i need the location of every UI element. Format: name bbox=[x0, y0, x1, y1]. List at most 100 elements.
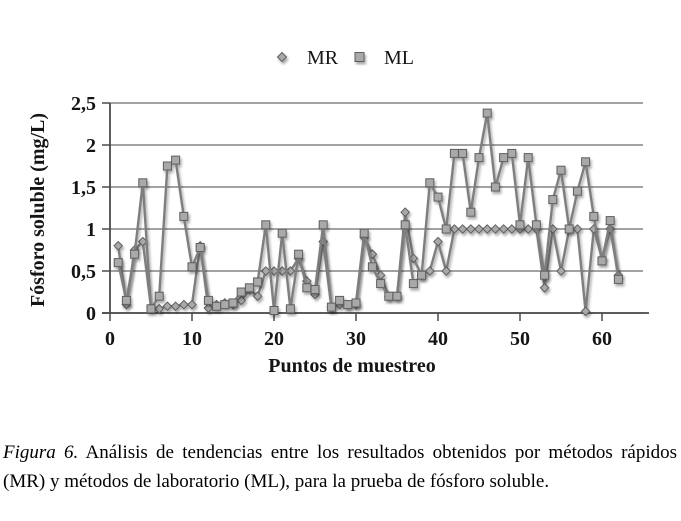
y-tick-label: 2 bbox=[86, 135, 96, 157]
square-marker bbox=[326, 302, 336, 312]
diamond-marker bbox=[187, 299, 197, 310]
square-marker bbox=[433, 192, 443, 202]
square-marker bbox=[236, 287, 246, 297]
figure-chart: 0 0,5 1 1,5 2 2,5 0 10 20 30 40 50 60 MR ML Fósforo … bbox=[27, 47, 649, 377]
square-marker bbox=[507, 148, 517, 158]
square-marker bbox=[499, 153, 509, 163]
square-marker bbox=[146, 304, 156, 314]
square-marker bbox=[376, 279, 386, 289]
square-marker bbox=[425, 178, 435, 188]
data-series bbox=[113, 108, 624, 317]
square-marker bbox=[564, 224, 574, 234]
diamond-marker bbox=[498, 224, 509, 234]
diamond-marker bbox=[457, 224, 468, 234]
diamond-marker bbox=[506, 224, 517, 234]
square-marker bbox=[523, 153, 533, 163]
diamond-marker bbox=[162, 301, 173, 312]
caption-text: Análisis de tendencias entre los resulta… bbox=[3, 442, 678, 492]
square-marker bbox=[302, 283, 312, 293]
diamond-marker bbox=[236, 295, 247, 306]
square-marker bbox=[572, 186, 582, 196]
square-marker bbox=[318, 220, 328, 230]
legend-item-ml: ML bbox=[340, 47, 414, 69]
diamond-marker bbox=[203, 303, 214, 313]
square-marker bbox=[228, 298, 238, 308]
diamond-marker bbox=[441, 266, 452, 276]
square-marker bbox=[162, 161, 172, 171]
square-marker bbox=[548, 195, 558, 205]
diamond-marker bbox=[424, 266, 435, 276]
diamond-marker bbox=[490, 224, 501, 234]
diamond-marker bbox=[285, 266, 296, 276]
square-marker bbox=[458, 148, 468, 158]
diamond-marker bbox=[482, 224, 493, 234]
square-marker bbox=[171, 155, 181, 165]
diamond-marker bbox=[580, 306, 591, 317]
square-marker bbox=[294, 249, 304, 259]
diamond-marker bbox=[449, 224, 460, 234]
square-marker bbox=[540, 270, 550, 280]
square-marker bbox=[515, 220, 525, 230]
square-marker bbox=[261, 220, 271, 230]
square-marker bbox=[195, 242, 205, 252]
square-marker bbox=[384, 291, 394, 301]
square-marker bbox=[417, 270, 427, 280]
square-marker bbox=[482, 108, 492, 118]
square-marker bbox=[589, 211, 599, 221]
y-axis-title: Fósforo soluble (mg/L) bbox=[27, 113, 49, 307]
x-tick-label: 20 bbox=[264, 328, 284, 350]
square-marker bbox=[335, 295, 345, 305]
axes bbox=[102, 102, 649, 321]
square-marker bbox=[556, 165, 566, 175]
y-tick-label: 1 bbox=[86, 219, 96, 241]
square-marker bbox=[531, 220, 541, 230]
square-marker bbox=[154, 291, 164, 301]
diamond-marker bbox=[572, 224, 583, 234]
diamond-marker bbox=[154, 303, 165, 314]
square-marker bbox=[343, 300, 353, 310]
diamond-marker bbox=[400, 207, 411, 218]
legend-item-mr: MR bbox=[263, 47, 339, 69]
y-tick-label: 2,5 bbox=[71, 93, 96, 115]
diamond-marker bbox=[433, 236, 443, 247]
square-marker bbox=[367, 262, 377, 272]
x-tick-label: 40 bbox=[428, 328, 448, 350]
figure-caption: Figura 6. Análisis de tendencias entre l… bbox=[3, 439, 677, 496]
x-tick-label: 60 bbox=[592, 328, 612, 350]
square-marker bbox=[441, 224, 451, 234]
square-marker bbox=[179, 211, 189, 221]
diamond-marker bbox=[170, 301, 181, 312]
square-marker bbox=[490, 182, 500, 192]
diamond-marker bbox=[113, 240, 124, 251]
square-marker bbox=[310, 284, 320, 294]
square-marker bbox=[392, 291, 402, 301]
square-marker bbox=[408, 279, 418, 289]
square-marker bbox=[605, 216, 615, 226]
series-ml bbox=[113, 108, 623, 315]
square-marker bbox=[449, 148, 459, 158]
diamond-marker bbox=[474, 224, 484, 234]
square-marker bbox=[203, 295, 213, 305]
y-tick-label: 1,5 bbox=[71, 177, 96, 199]
square-marker bbox=[597, 256, 607, 266]
line-chart: 0 0,5 1 1,5 2 2,5 0 10 20 30 40 50 60 MR ML Fósforo … bbox=[27, 47, 649, 377]
diamond-marker bbox=[539, 282, 550, 293]
y-tick-label: 0 bbox=[86, 303, 96, 325]
series-line-ml bbox=[117, 111, 620, 312]
square-marker bbox=[474, 153, 484, 163]
square-marker bbox=[212, 301, 222, 311]
square-marker bbox=[138, 178, 148, 188]
square-marker bbox=[351, 298, 361, 308]
x-axis-title: Puntos de muestreo bbox=[268, 355, 435, 377]
square-marker bbox=[113, 258, 123, 268]
square-marker bbox=[285, 304, 295, 314]
diamond-marker bbox=[252, 291, 263, 302]
square-marker bbox=[220, 300, 230, 310]
square-marker bbox=[253, 277, 263, 287]
tick-labels: 0 0,5 1 1,5 2 2,5 0 10 20 30 40 50 60 bbox=[71, 93, 612, 350]
square-marker bbox=[581, 157, 591, 167]
diamond-marker bbox=[465, 224, 476, 234]
x-tick-label: 10 bbox=[182, 328, 202, 350]
caption-figure-number: Figura 6. bbox=[3, 442, 79, 463]
square-marker bbox=[187, 262, 197, 272]
